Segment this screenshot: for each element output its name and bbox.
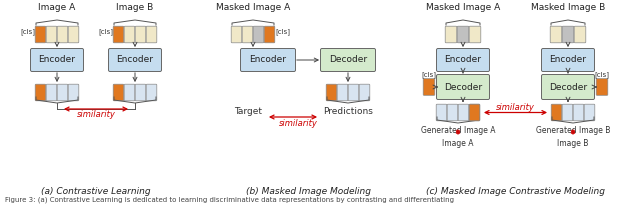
FancyBboxPatch shape: [445, 26, 457, 43]
Text: similarity: similarity: [496, 103, 535, 111]
FancyBboxPatch shape: [326, 84, 337, 101]
FancyBboxPatch shape: [109, 48, 161, 72]
FancyBboxPatch shape: [57, 26, 68, 43]
FancyBboxPatch shape: [423, 79, 435, 95]
Text: Figure 3: (a) Contrastive Learning is dedicated to learning discriminative data : Figure 3: (a) Contrastive Learning is de…: [5, 197, 454, 203]
FancyBboxPatch shape: [321, 48, 376, 72]
Text: [cls]: [cls]: [422, 71, 436, 78]
Text: [cls]: [cls]: [595, 71, 609, 78]
FancyBboxPatch shape: [231, 26, 242, 43]
Text: Target: Target: [234, 107, 262, 116]
Text: similarity: similarity: [77, 110, 115, 119]
Text: (a) Contrastive Learning: (a) Contrastive Learning: [41, 187, 151, 196]
FancyBboxPatch shape: [135, 84, 146, 101]
FancyBboxPatch shape: [574, 26, 586, 43]
Text: Decoder: Decoder: [549, 83, 587, 92]
FancyBboxPatch shape: [146, 26, 157, 43]
FancyBboxPatch shape: [135, 26, 146, 43]
Text: Predictions: Predictions: [323, 107, 373, 116]
Text: Encoder: Encoder: [116, 56, 154, 64]
FancyBboxPatch shape: [46, 84, 57, 101]
Text: Masked Image A: Masked Image A: [216, 3, 290, 12]
FancyBboxPatch shape: [596, 79, 608, 95]
FancyBboxPatch shape: [562, 104, 573, 121]
FancyBboxPatch shape: [35, 84, 46, 101]
FancyBboxPatch shape: [241, 48, 296, 72]
FancyBboxPatch shape: [469, 104, 480, 121]
FancyBboxPatch shape: [124, 84, 135, 101]
Text: Image B: Image B: [116, 3, 154, 12]
FancyBboxPatch shape: [68, 26, 79, 43]
FancyBboxPatch shape: [113, 26, 124, 43]
FancyBboxPatch shape: [550, 26, 562, 43]
FancyBboxPatch shape: [584, 104, 595, 121]
Text: Image A: Image A: [38, 3, 76, 12]
FancyBboxPatch shape: [436, 48, 490, 72]
Text: Encoder: Encoder: [550, 56, 586, 64]
Text: [cls]: [cls]: [98, 28, 113, 35]
FancyBboxPatch shape: [31, 48, 83, 72]
FancyBboxPatch shape: [469, 26, 481, 43]
Text: Masked Image A: Masked Image A: [426, 3, 500, 12]
FancyBboxPatch shape: [113, 84, 124, 101]
FancyBboxPatch shape: [264, 26, 275, 43]
FancyBboxPatch shape: [46, 26, 57, 43]
FancyBboxPatch shape: [35, 26, 46, 43]
Text: Encoder: Encoder: [38, 56, 76, 64]
FancyBboxPatch shape: [541, 48, 595, 72]
FancyBboxPatch shape: [359, 84, 370, 101]
FancyBboxPatch shape: [68, 84, 79, 101]
Text: (b) Masked Image Modeling: (b) Masked Image Modeling: [246, 187, 371, 196]
FancyBboxPatch shape: [253, 26, 264, 43]
Text: Masked Image B: Masked Image B: [531, 3, 605, 12]
Text: [cls]: [cls]: [20, 28, 35, 35]
Text: Encoder: Encoder: [250, 56, 287, 64]
FancyBboxPatch shape: [124, 26, 135, 43]
Text: Encoder: Encoder: [445, 56, 481, 64]
Text: Image B: Image B: [557, 139, 589, 148]
FancyBboxPatch shape: [337, 84, 348, 101]
FancyBboxPatch shape: [348, 84, 359, 101]
Text: Image A: Image A: [442, 139, 474, 148]
FancyBboxPatch shape: [562, 26, 574, 43]
FancyBboxPatch shape: [436, 104, 447, 121]
Text: Decoder: Decoder: [444, 83, 482, 92]
FancyBboxPatch shape: [57, 84, 68, 101]
Text: [cls]: [cls]: [275, 28, 290, 35]
Text: similarity: similarity: [278, 119, 317, 128]
FancyBboxPatch shape: [447, 104, 458, 121]
Text: Generated Image B: Generated Image B: [536, 126, 610, 135]
FancyBboxPatch shape: [458, 104, 468, 121]
FancyBboxPatch shape: [436, 74, 490, 99]
FancyBboxPatch shape: [457, 26, 468, 43]
Text: (c) Masked Image Contrastive Modeling: (c) Masked Image Contrastive Modeling: [426, 187, 605, 196]
Text: Decoder: Decoder: [329, 56, 367, 64]
FancyBboxPatch shape: [242, 26, 253, 43]
Text: Generated Image A: Generated Image A: [420, 126, 495, 135]
FancyBboxPatch shape: [541, 74, 595, 99]
FancyBboxPatch shape: [146, 84, 157, 101]
FancyBboxPatch shape: [469, 104, 480, 121]
FancyBboxPatch shape: [551, 104, 562, 121]
FancyBboxPatch shape: [573, 104, 584, 121]
